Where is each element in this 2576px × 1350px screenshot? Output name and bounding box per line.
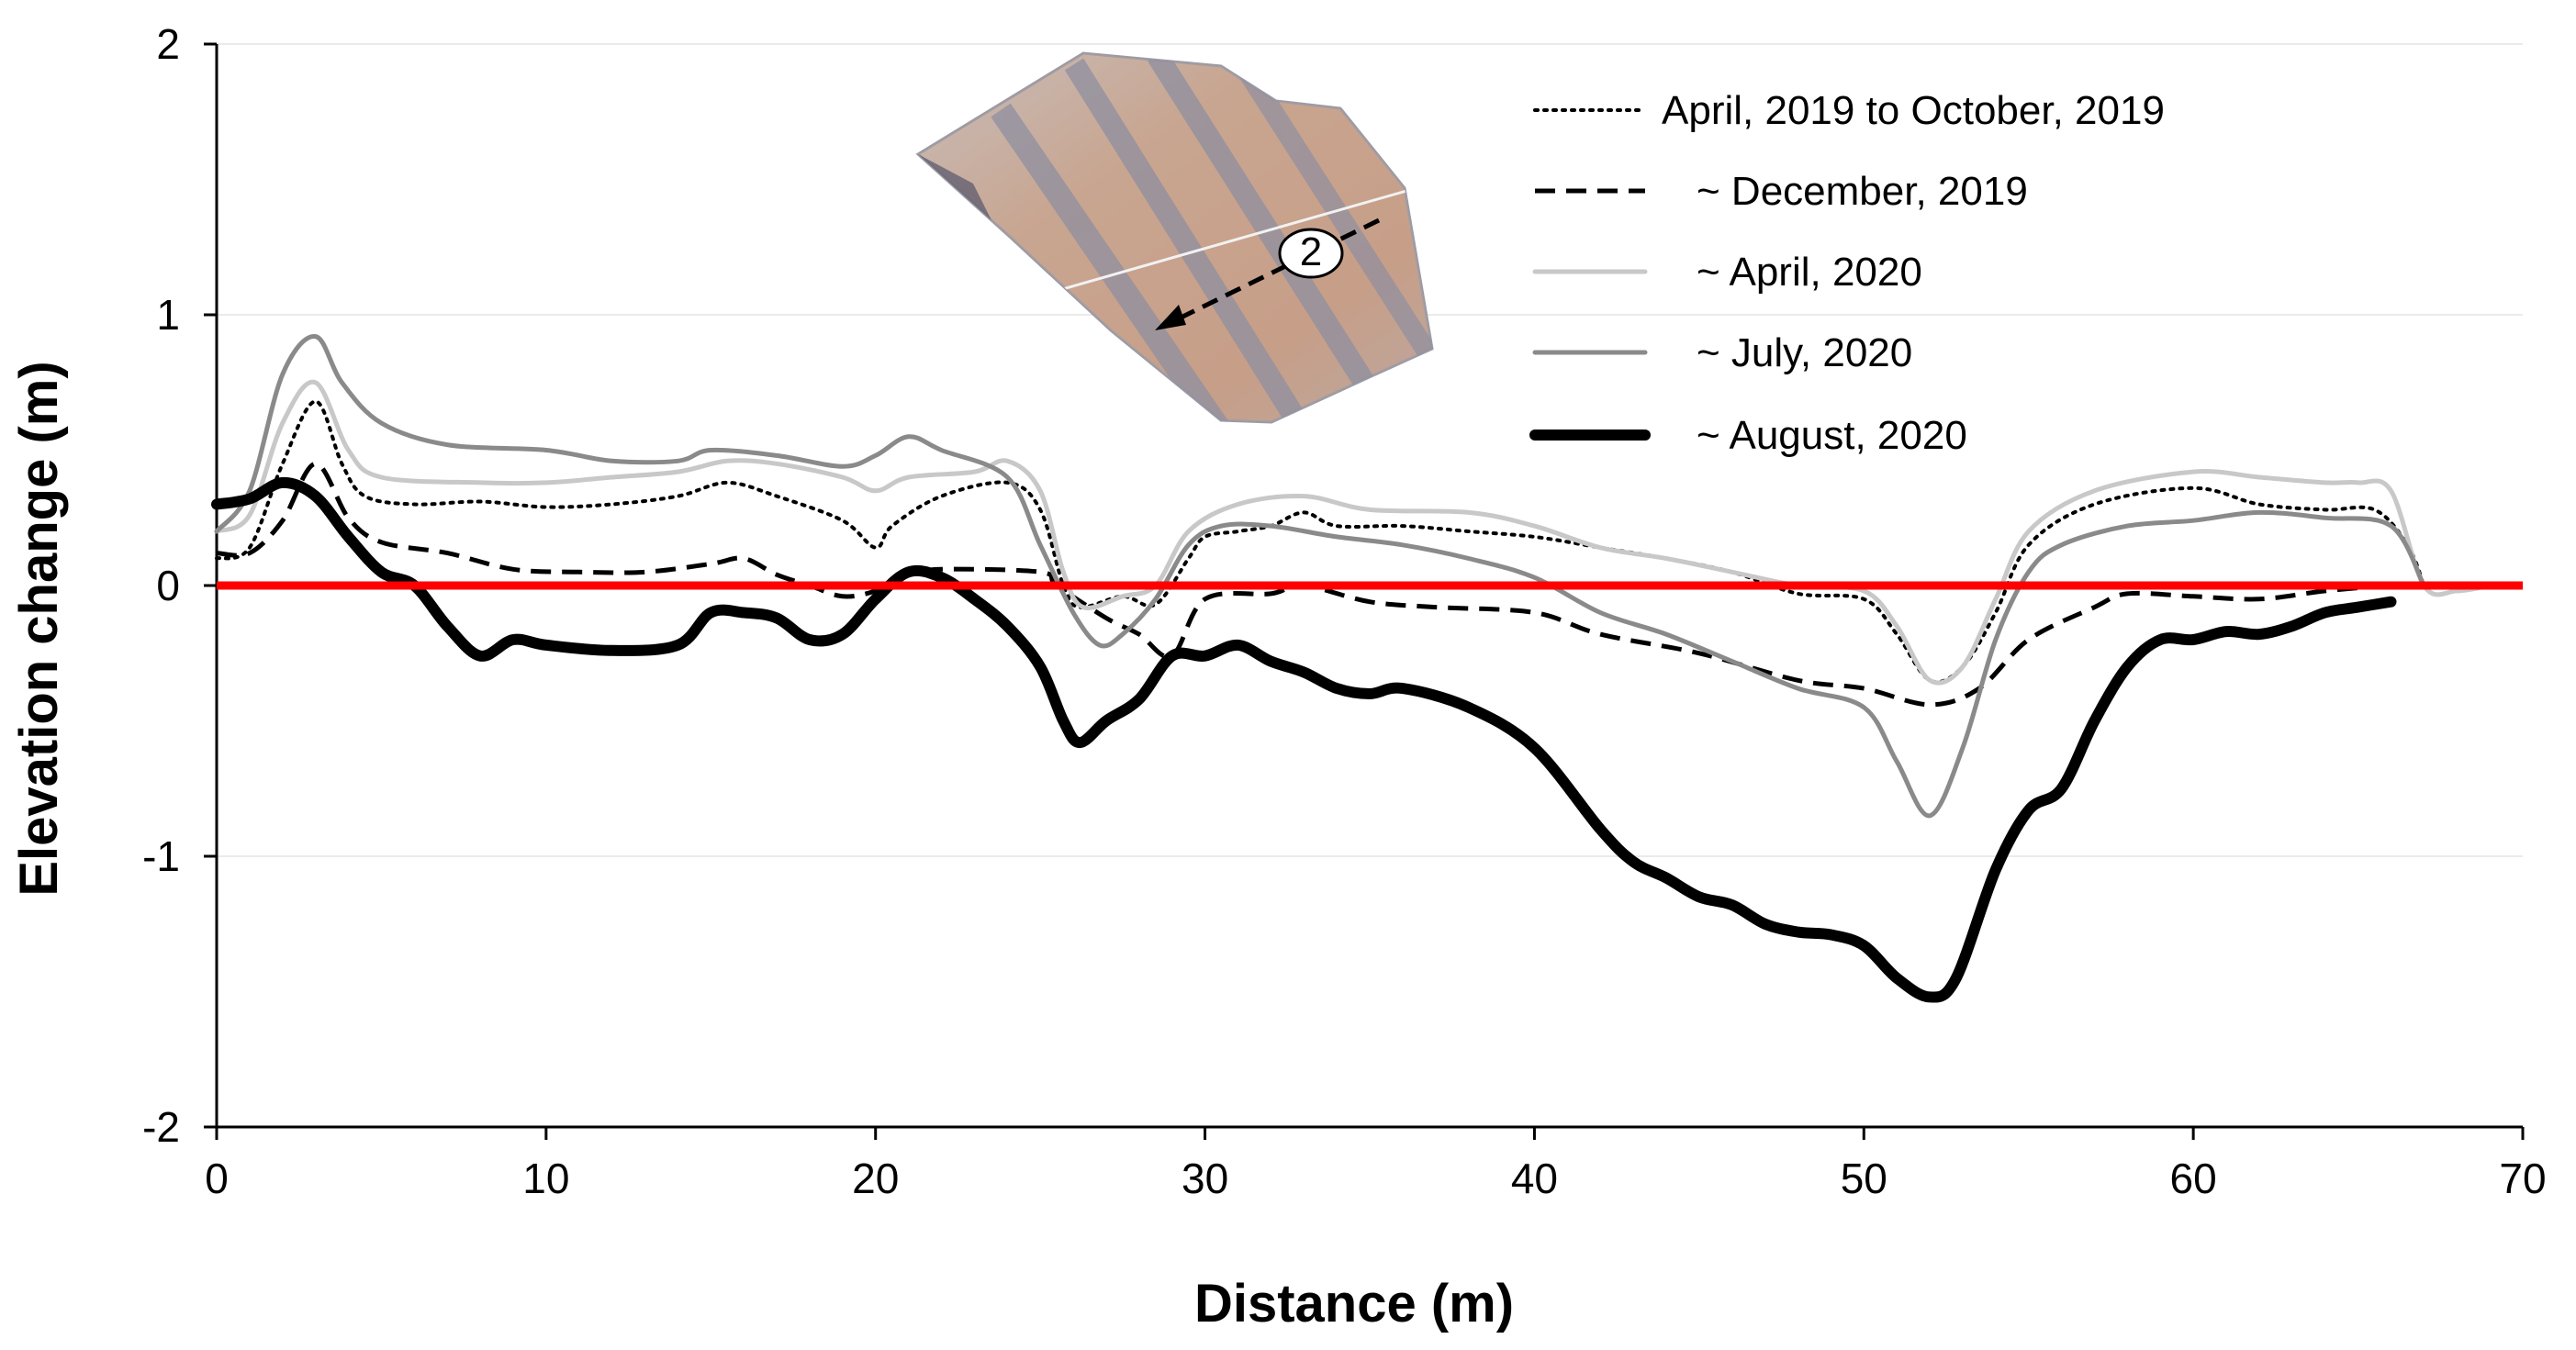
y-tick-label: 2 (156, 20, 180, 68)
y-tick-label: -1 (142, 832, 180, 880)
x-axis-title: Distance (m) (1194, 1274, 1514, 1333)
y-tick-labels: 2 1 0 -1 -2 (142, 20, 180, 1151)
series-group (211, 334, 2523, 1003)
x-tick-label: 30 (1182, 1155, 1228, 1202)
transect-arrow (1162, 218, 1381, 329)
x-tick-label: 70 (2499, 1155, 2546, 1202)
x-tick-label: 40 (1511, 1155, 1558, 1202)
legend-label-3: ~ April, 2020 (1697, 250, 1922, 295)
series-line-5 (211, 476, 2397, 1003)
legend-label-4: ~ July, 2020 (1697, 330, 1912, 375)
inset-stripe (1239, 68, 1432, 422)
x-tick-label: 60 (2170, 1155, 2217, 1202)
inset-dark-corner (918, 154, 991, 220)
x-tick-labels: 0 10 20 30 40 50 60 70 (205, 1155, 2546, 1202)
inset-photo: 2 (915, 51, 1434, 424)
x-tick-label: 10 (522, 1155, 569, 1202)
x-tick-label: 0 (205, 1155, 229, 1202)
transect-marker-label: 2 (1300, 229, 1322, 274)
y-tick-label: -2 (142, 1103, 180, 1151)
y-axis-title: Elevation change (m) (9, 361, 69, 896)
y-tick-label: 0 (156, 562, 180, 609)
series-line-1 (215, 399, 2426, 685)
series-line-2 (216, 461, 2425, 708)
inset-white-line (1046, 182, 1432, 296)
inset-stripe (1147, 53, 1406, 422)
legend-label-2: ~ December, 2019 (1697, 169, 2028, 214)
series-line-3 (214, 379, 2492, 686)
legend-label-1: April, 2019 to October, 2019 (1662, 88, 2165, 133)
transect-marker (1278, 228, 1344, 279)
legend-label-5: ~ August, 2020 (1697, 413, 1967, 458)
inset-stripe (1064, 58, 1314, 422)
x-tick-label: 50 (1841, 1155, 1887, 1202)
legend: April, 2019 to October, 2019 ~ December, … (1529, 88, 2165, 458)
inset-stripe (991, 103, 1231, 422)
x-tick-label: 20 (852, 1155, 899, 1202)
series-line-4 (214, 334, 2426, 819)
y-tick-label: 1 (156, 291, 180, 339)
transect-arrow-head (1155, 305, 1186, 330)
